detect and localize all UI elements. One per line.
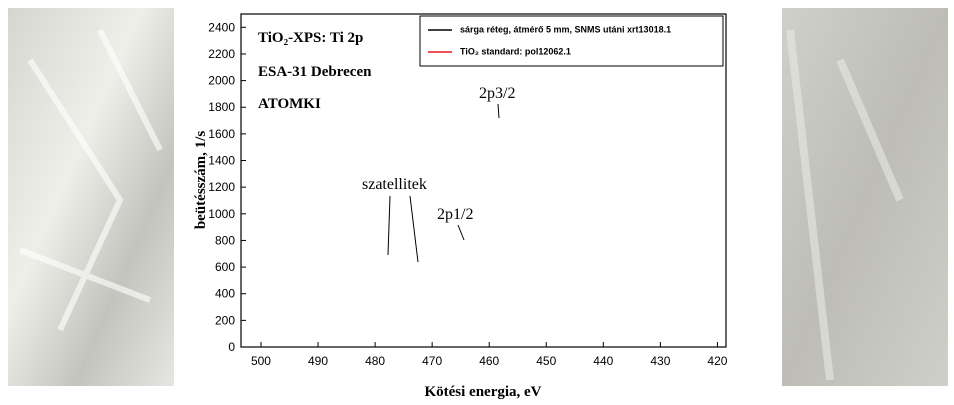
chart: TiO₂-XPS: Ti 2p ESA-31 Debrecen ATOMKI s… [193,13,728,400]
y-tick-label: 0 [228,340,235,354]
heading: TiO₂-XPS: Ti 2p [258,30,363,46]
legend-label: sárga réteg, átmérő 5 mm, SNMS utáni xrt… [460,24,671,34]
x-tick-label: 470 [422,354,442,368]
annotation: 2p1/2 [437,206,473,223]
x-tick-label: 460 [479,354,499,368]
annotation: szatellitek [362,176,427,193]
x-axis-label: Kötési energia, eV [424,384,541,400]
plot-frame [240,13,727,348]
annotation: 2p3/2 [479,85,515,102]
y-axis-label: beütésszám, 1/s [193,131,209,229]
legend-label: TiO₂ standard: pol12062.1 [460,46,571,56]
arrow [497,103,500,119]
x-tick-label: 500 [251,354,271,368]
y-tick-label: 200 [215,313,235,327]
y-tick-label: 2400 [208,20,235,34]
heading: ATOMKI [258,96,321,112]
arrow [409,195,419,263]
arrow [457,224,465,241]
y-tick-label: 1000 [208,207,235,221]
y-tick-label: 400 [215,287,235,301]
y-tick-label: 600 [215,260,235,274]
x-tick-label: 490 [308,354,328,368]
right-image-texture [786,29,904,381]
left-image-texture [18,28,163,332]
legend [419,15,724,67]
y-tick-label: 1800 [208,100,235,114]
y-tick-label: 2200 [208,47,235,61]
arrow [387,195,391,256]
x-tick-label: 450 [536,354,556,368]
x-tick-label: 420 [707,354,727,368]
y-tick-label: 1400 [208,154,235,168]
y-tick-label: 1200 [208,180,235,194]
heading: ESA-31 Debrecen [258,64,372,80]
x-tick-label: 480 [365,354,385,368]
x-tick-label: 430 [650,354,670,368]
x-tick-label: 440 [593,354,613,368]
y-tick-label: 800 [215,233,235,247]
y-tick-label: 1600 [208,127,235,141]
y-tick-label: 2000 [208,74,235,88]
